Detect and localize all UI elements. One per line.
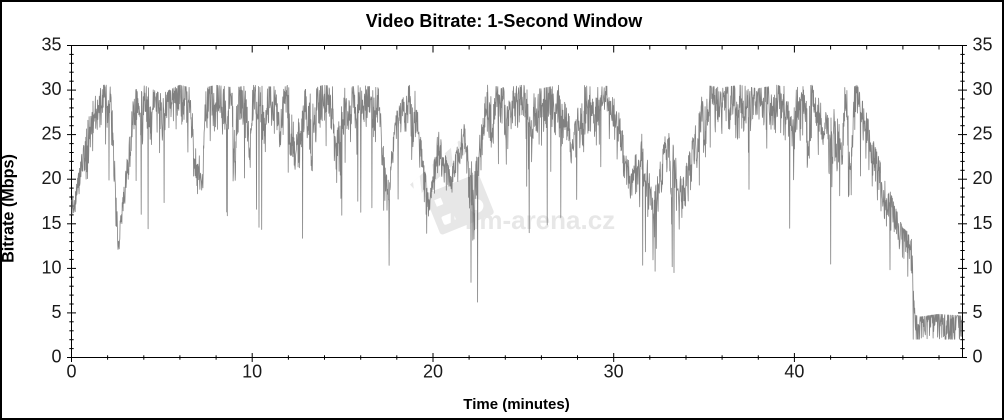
svg-text:0: 0: [51, 347, 61, 367]
svg-text:20: 20: [423, 362, 443, 382]
svg-text:35: 35: [41, 35, 61, 55]
svg-text:15: 15: [973, 213, 993, 233]
svg-text:25: 25: [973, 124, 993, 144]
svg-text:10: 10: [973, 257, 993, 277]
svg-text:10: 10: [242, 362, 262, 382]
svg-text:0: 0: [66, 362, 76, 382]
svg-text:20: 20: [41, 168, 61, 188]
svg-text:25: 25: [41, 124, 61, 144]
svg-text:30: 30: [604, 362, 624, 382]
svg-text:35: 35: [973, 35, 993, 55]
svg-text:30: 30: [973, 79, 993, 99]
svg-text:10: 10: [41, 257, 61, 277]
svg-text:15: 15: [41, 213, 61, 233]
svg-text:30: 30: [41, 79, 61, 99]
svg-text:5: 5: [973, 302, 983, 322]
svg-text:40: 40: [784, 362, 804, 382]
svg-text:0: 0: [973, 347, 983, 367]
svg-text:20: 20: [973, 168, 993, 188]
svg-text:5: 5: [51, 302, 61, 322]
